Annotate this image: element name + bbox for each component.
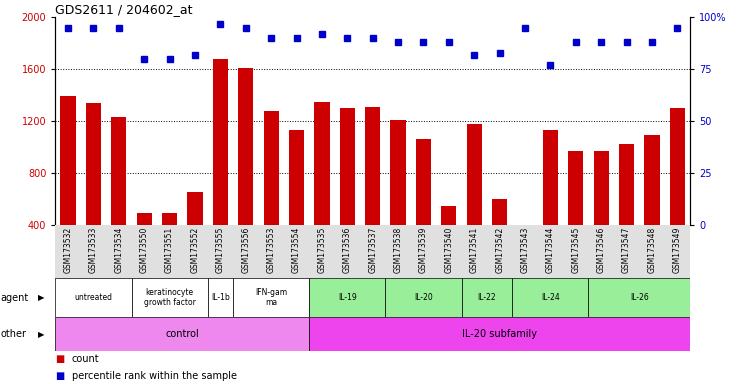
Text: GSM173555: GSM173555 bbox=[216, 226, 225, 273]
Text: IL-22: IL-22 bbox=[477, 293, 496, 302]
Bar bbox=[593, 151, 609, 225]
Bar bbox=[492, 199, 507, 225]
Text: GSM173545: GSM173545 bbox=[571, 226, 580, 273]
Text: count: count bbox=[72, 354, 99, 364]
Text: control: control bbox=[165, 329, 199, 339]
Bar bbox=[309, 278, 385, 317]
Text: GDS2611 / 204602_at: GDS2611 / 204602_at bbox=[55, 3, 193, 16]
Text: GSM173536: GSM173536 bbox=[343, 226, 352, 273]
Bar bbox=[187, 192, 203, 225]
Text: GSM173541: GSM173541 bbox=[470, 226, 479, 273]
Bar bbox=[512, 278, 588, 317]
Text: GSM173556: GSM173556 bbox=[241, 226, 250, 273]
Text: GSM173539: GSM173539 bbox=[419, 226, 428, 273]
Bar bbox=[61, 96, 76, 225]
Bar bbox=[619, 144, 634, 225]
Text: GSM173554: GSM173554 bbox=[292, 226, 301, 273]
Text: GSM173553: GSM173553 bbox=[266, 226, 275, 273]
Bar bbox=[415, 139, 431, 225]
Bar bbox=[461, 278, 512, 317]
Bar bbox=[517, 225, 533, 260]
Bar bbox=[542, 130, 558, 225]
Bar bbox=[111, 117, 126, 225]
Bar bbox=[441, 207, 457, 225]
Text: GSM173543: GSM173543 bbox=[520, 226, 529, 273]
Bar bbox=[309, 317, 690, 351]
Text: ▶: ▶ bbox=[38, 293, 45, 302]
Text: IL-19: IL-19 bbox=[338, 293, 356, 302]
Bar bbox=[55, 278, 131, 317]
Text: GSM173549: GSM173549 bbox=[673, 226, 682, 273]
Bar bbox=[131, 278, 207, 317]
Bar bbox=[137, 213, 152, 225]
Bar bbox=[263, 111, 279, 225]
Text: IL-1b: IL-1b bbox=[211, 293, 230, 302]
Text: ■: ■ bbox=[55, 371, 65, 381]
Text: IL-20 subfamily: IL-20 subfamily bbox=[462, 329, 537, 339]
Text: GSM173548: GSM173548 bbox=[647, 226, 656, 273]
Bar bbox=[588, 278, 690, 317]
Bar bbox=[233, 278, 309, 317]
Bar bbox=[390, 120, 406, 225]
Text: IL-20: IL-20 bbox=[414, 293, 433, 302]
Bar bbox=[365, 107, 380, 225]
Text: GSM173544: GSM173544 bbox=[546, 226, 555, 273]
Text: IL-24: IL-24 bbox=[541, 293, 560, 302]
Text: ■: ■ bbox=[55, 354, 65, 364]
Bar bbox=[568, 151, 584, 225]
Text: GSM173546: GSM173546 bbox=[597, 226, 606, 273]
Text: GSM173535: GSM173535 bbox=[317, 226, 326, 273]
Bar bbox=[238, 68, 253, 225]
Text: ▶: ▶ bbox=[38, 329, 45, 339]
Text: keratinocyte
growth factor: keratinocyte growth factor bbox=[144, 288, 196, 307]
Bar bbox=[385, 278, 461, 317]
Text: GSM173538: GSM173538 bbox=[393, 226, 402, 273]
Bar bbox=[289, 130, 304, 225]
Bar bbox=[314, 101, 330, 225]
Text: GSM173552: GSM173552 bbox=[190, 226, 199, 273]
Bar bbox=[55, 225, 690, 280]
Bar bbox=[162, 213, 177, 225]
Bar bbox=[55, 317, 309, 351]
Text: GSM173532: GSM173532 bbox=[63, 226, 72, 273]
Bar bbox=[669, 108, 685, 225]
Text: IL-26: IL-26 bbox=[630, 293, 649, 302]
Bar bbox=[86, 103, 101, 225]
Text: GSM173547: GSM173547 bbox=[622, 226, 631, 273]
Bar bbox=[644, 135, 660, 225]
Text: GSM173534: GSM173534 bbox=[114, 226, 123, 273]
Text: GSM173537: GSM173537 bbox=[368, 226, 377, 273]
Text: percentile rank within the sample: percentile rank within the sample bbox=[72, 371, 237, 381]
Text: GSM173542: GSM173542 bbox=[495, 226, 504, 273]
Bar bbox=[207, 278, 233, 317]
Text: other: other bbox=[1, 329, 27, 339]
Text: GSM173551: GSM173551 bbox=[165, 226, 174, 273]
Text: IFN-gam
ma: IFN-gam ma bbox=[255, 288, 287, 307]
Text: GSM173533: GSM173533 bbox=[89, 226, 98, 273]
Text: agent: agent bbox=[1, 293, 29, 303]
Bar bbox=[466, 124, 482, 225]
Text: GSM173540: GSM173540 bbox=[444, 226, 453, 273]
Bar bbox=[339, 108, 355, 225]
Text: untreated: untreated bbox=[75, 293, 112, 302]
Bar bbox=[213, 59, 228, 225]
Text: GSM173550: GSM173550 bbox=[139, 226, 148, 273]
